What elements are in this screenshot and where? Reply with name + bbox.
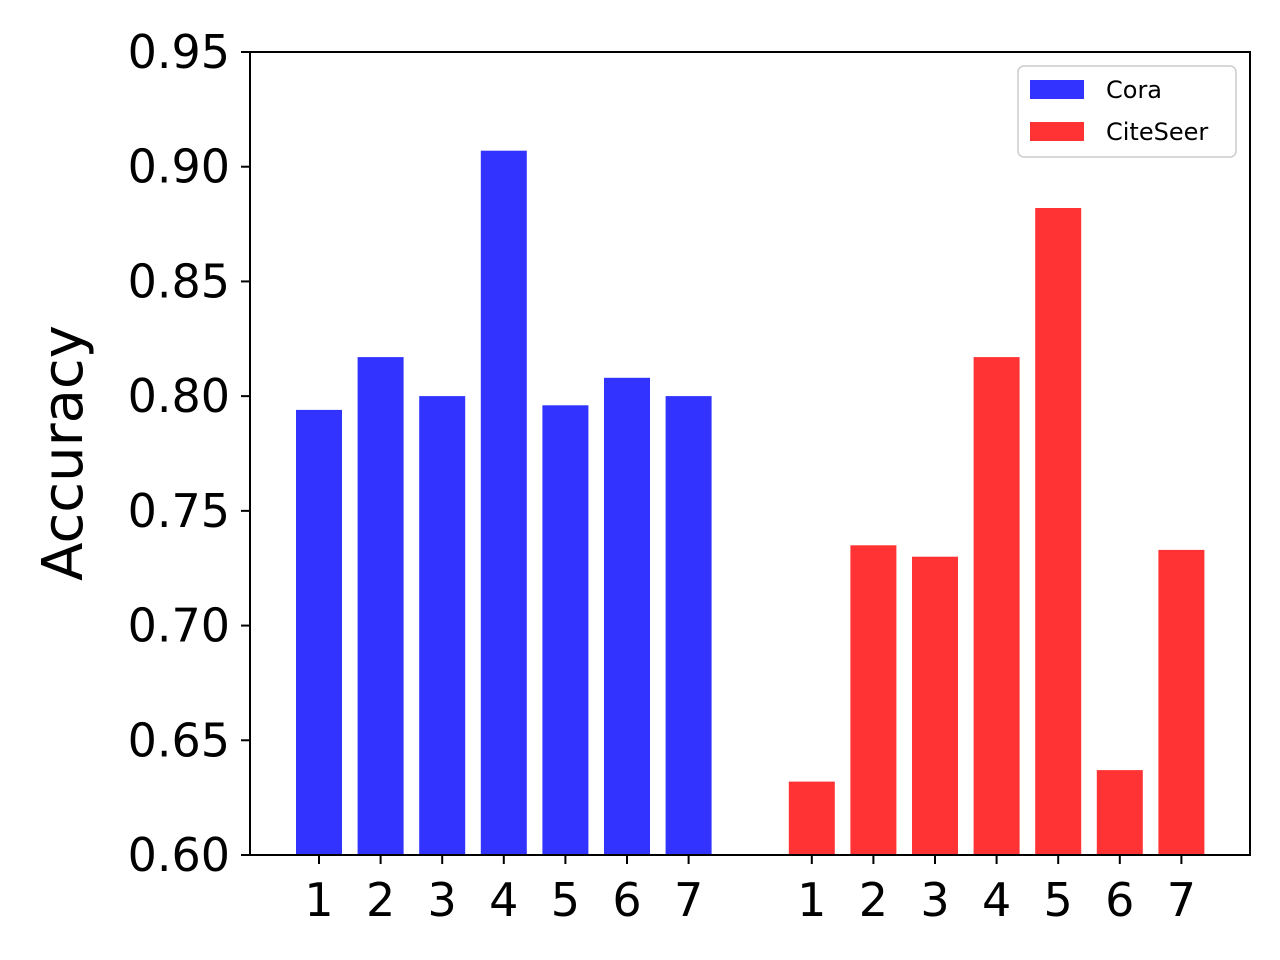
y-tick-label: 0.65 [128, 713, 230, 767]
bar-citeseer-3 [912, 556, 958, 855]
x-tick-label: 6 [612, 873, 641, 927]
bar-citeseer-1 [788, 781, 835, 855]
legend-swatch-citeseer [1030, 122, 1084, 141]
y-tick-label: 0.85 [128, 254, 230, 308]
x-tick-label: 3 [920, 873, 949, 927]
legend-swatch-cora [1030, 80, 1084, 99]
bar-citeseer-7 [1158, 549, 1205, 855]
bar-citeseer-5 [1035, 208, 1082, 855]
bar-citeseer-2 [850, 545, 897, 855]
bar-cora-5 [542, 405, 589, 855]
y-tick-label: 0.70 [128, 599, 230, 653]
bar-cora-1 [296, 409, 342, 855]
bar-citeseer-6 [1096, 770, 1143, 855]
legend: Cora CiteSeer [1017, 65, 1237, 158]
y-tick-label: 0.80 [128, 369, 230, 423]
bars-group [296, 150, 1205, 855]
bar-cora-2 [357, 357, 404, 855]
legend-label-cora: Cora [1106, 76, 1162, 104]
y-axis-label: Accuracy [31, 325, 96, 581]
bar-cora-3 [419, 396, 466, 855]
x-tick-label: 5 [1044, 873, 1073, 927]
x-tick-label: 4 [982, 873, 1011, 927]
y-tick-label: 0.75 [128, 484, 230, 538]
x-tick-label: 6 [1105, 873, 1134, 927]
y-axis: 0.60 0.65 0.70 0.75 0.80 0.85 0.90 0.95 [128, 25, 250, 882]
bar-citeseer-4 [973, 357, 1020, 855]
x-tick-label: 2 [859, 873, 888, 927]
x-tick-label: 3 [428, 873, 457, 927]
y-tick-label: 0.90 [128, 140, 230, 194]
x-tick-label: 5 [551, 873, 580, 927]
bar-cora-7 [665, 396, 712, 855]
y-tick-label: 0.60 [128, 828, 230, 882]
bar-cora-6 [604, 377, 650, 855]
x-tick-label: 1 [797, 873, 826, 927]
bar-cora-4 [480, 150, 527, 855]
x-tick-label: 7 [674, 873, 703, 927]
x-tick-label: 1 [304, 873, 333, 927]
plot-frame [249, 51, 1251, 856]
legend-label-citeseer: CiteSeer [1106, 118, 1208, 146]
x-tick-label: 2 [366, 873, 395, 927]
x-tick-label: 4 [489, 873, 518, 927]
x-tick-label: 7 [1167, 873, 1196, 927]
y-tick-label: 0.95 [128, 25, 230, 79]
